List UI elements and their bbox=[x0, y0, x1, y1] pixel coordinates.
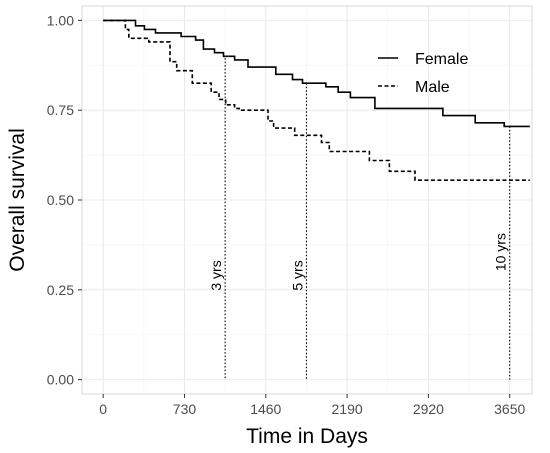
x-tick-label: 0 bbox=[99, 401, 107, 417]
annotation-label: 10 yrs bbox=[493, 233, 509, 271]
legend-label-female: Female bbox=[415, 51, 468, 68]
y-tick-label: 0.25 bbox=[47, 282, 74, 298]
series-line-female bbox=[103, 19, 530, 128]
legend-label-male: Male bbox=[415, 79, 450, 96]
legend: Female Male bbox=[378, 51, 468, 96]
y-tick-label: 0.00 bbox=[47, 372, 74, 388]
annotation-label: 5 yrs bbox=[289, 260, 305, 290]
x-axis-title: Time in Days bbox=[246, 425, 368, 448]
y-axis-title: Overall survival bbox=[6, 128, 29, 272]
tick-layer: 0 730 1460 2190 2920 3650 0.00 0.25 0.50 0.75 1.00 bbox=[47, 12, 526, 417]
series-layer bbox=[103, 19, 530, 181]
x-tick-label: 2920 bbox=[413, 401, 444, 417]
y-tick-label: 1.00 bbox=[47, 12, 74, 28]
y-tick-label: 0.75 bbox=[47, 102, 74, 118]
y-tick-label: 0.50 bbox=[47, 192, 74, 208]
annotation-label: 3 yrs bbox=[208, 260, 224, 290]
x-tick-label: 2190 bbox=[332, 401, 363, 417]
series-line-male bbox=[103, 19, 530, 181]
x-tick-label: 730 bbox=[173, 401, 197, 417]
x-tick-label: 1460 bbox=[250, 401, 281, 417]
annotation-layer: 3 yrs 5 yrs 10 yrs bbox=[208, 58, 511, 380]
x-tick-label: 3650 bbox=[494, 401, 525, 417]
